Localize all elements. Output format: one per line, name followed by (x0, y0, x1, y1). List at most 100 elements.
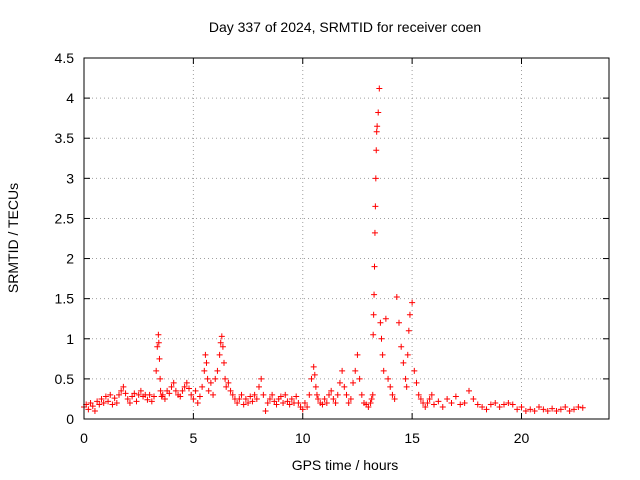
data-point (413, 379, 420, 386)
data-point (207, 379, 214, 386)
data-point (380, 367, 387, 374)
data-point (415, 391, 422, 398)
data-point (133, 398, 140, 405)
data-point (404, 351, 411, 358)
data-point (234, 399, 241, 406)
data-point (151, 393, 157, 400)
data-point (444, 395, 451, 402)
data-point (487, 401, 494, 408)
data-point (372, 175, 379, 182)
data-point (479, 403, 486, 410)
data-point (227, 387, 234, 394)
data-point (509, 401, 516, 408)
data-point (396, 319, 402, 326)
data-point (201, 367, 208, 374)
data-point (474, 401, 481, 408)
data-point (266, 395, 273, 402)
data-point (186, 385, 192, 392)
data-point (282, 391, 289, 398)
data-point (371, 291, 378, 298)
y-tick-labels: 0 0.5 1 1.5 2 2.5 3 3.5 4 4.5 (55, 50, 75, 427)
data-point (146, 391, 153, 398)
data-point (452, 393, 459, 400)
data-point (326, 391, 332, 398)
data-point (301, 399, 308, 406)
data-point (222, 375, 229, 382)
data-point (105, 398, 112, 405)
data-point (374, 123, 381, 130)
data-point (496, 403, 503, 410)
data-point (549, 405, 556, 412)
data-point (109, 401, 116, 408)
data-point (131, 390, 138, 397)
grid (84, 58, 609, 419)
data-point (373, 147, 380, 154)
data-point (273, 401, 280, 408)
data-point (137, 387, 144, 394)
data-point (531, 407, 538, 414)
data-point (199, 383, 206, 390)
x-tick-label: 20 (514, 430, 530, 446)
data-point (306, 391, 313, 398)
x-tick-label: 15 (404, 430, 420, 446)
data-point (170, 379, 177, 386)
data-point (262, 407, 269, 414)
data-point (553, 407, 560, 414)
data-point (286, 401, 293, 408)
data-point (107, 391, 114, 398)
data-point (144, 396, 151, 403)
data-point (336, 379, 343, 386)
data-point (544, 407, 551, 414)
data-point (205, 387, 212, 394)
data-point (204, 375, 211, 382)
x-axis-label: GPS time / hours (292, 457, 399, 473)
data-point (398, 343, 405, 350)
data-point (457, 401, 464, 408)
data-point (229, 391, 236, 398)
data-point (249, 398, 256, 405)
data-point (422, 403, 429, 410)
data-point (91, 407, 98, 414)
data-point (188, 391, 195, 398)
data-point (339, 367, 346, 374)
data-point (242, 395, 249, 402)
data-point (218, 333, 225, 340)
data-point (96, 401, 103, 408)
data-point (461, 399, 468, 406)
data-point (113, 399, 120, 406)
data-point (370, 331, 377, 338)
data-point (203, 359, 210, 366)
data-point (122, 390, 129, 397)
data-point (271, 398, 278, 405)
data-point (223, 383, 230, 390)
data-point (238, 391, 245, 398)
data-point (155, 331, 162, 338)
data-point (124, 395, 131, 402)
data-point (466, 387, 472, 394)
data-point (216, 351, 223, 358)
data-point (156, 355, 163, 362)
data-point (155, 339, 162, 346)
data-point (256, 383, 262, 390)
data-point (126, 399, 133, 406)
data-point (168, 383, 175, 390)
data-point (98, 395, 105, 402)
y-tick-label: 0.5 (55, 371, 75, 387)
data-point (522, 407, 529, 414)
data-point (190, 395, 197, 402)
data-point (393, 294, 400, 301)
data-point (571, 406, 577, 413)
x-tick-label: 5 (189, 430, 197, 446)
data-point (135, 391, 142, 398)
data-point (183, 379, 190, 386)
data-point (245, 399, 252, 406)
data-point (428, 391, 435, 398)
data-point (562, 403, 569, 410)
data-point (148, 398, 155, 405)
data-point (405, 327, 412, 334)
data-point (319, 401, 326, 408)
data-point (483, 406, 490, 413)
data-point (264, 399, 271, 406)
data-point (403, 383, 410, 390)
data-point (221, 359, 227, 366)
